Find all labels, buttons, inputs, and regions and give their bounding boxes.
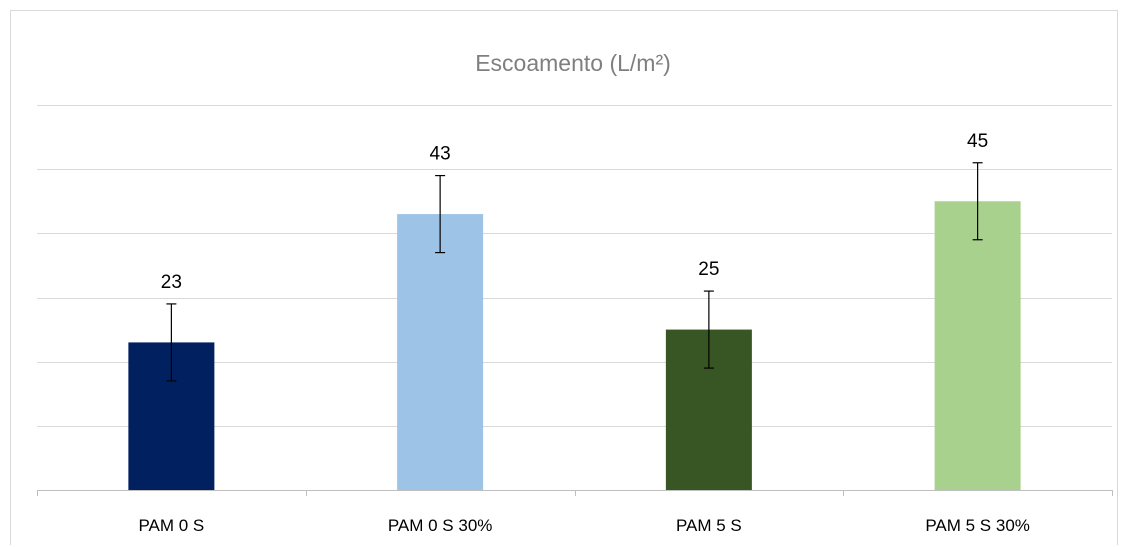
data-label: 45 xyxy=(967,131,988,152)
x-tick-label: PAM 0 S xyxy=(138,516,204,535)
error-bars xyxy=(166,162,983,382)
data-label: 23 xyxy=(161,272,182,293)
data-labels: 23 43 25 45 xyxy=(161,131,988,293)
data-label: 43 xyxy=(430,144,451,165)
data-label: 25 xyxy=(698,259,719,280)
x-tick-labels: PAM 0 S PAM 0 S 30% PAM 5 S PAM 5 S 30% xyxy=(138,516,1029,535)
x-tick-label: PAM 5 S xyxy=(676,516,742,535)
x-axis xyxy=(37,490,1113,496)
chart-title: Escoamento (L/m²) xyxy=(475,50,671,76)
chart-frame xyxy=(10,10,1118,545)
bar xyxy=(397,214,484,491)
gridlines xyxy=(37,105,1112,427)
x-tick-label: PAM 0 S 30% xyxy=(388,516,493,535)
bar xyxy=(934,201,1021,490)
x-tick-label: PAM 5 S 30% xyxy=(925,516,1030,535)
bars xyxy=(128,201,1021,491)
